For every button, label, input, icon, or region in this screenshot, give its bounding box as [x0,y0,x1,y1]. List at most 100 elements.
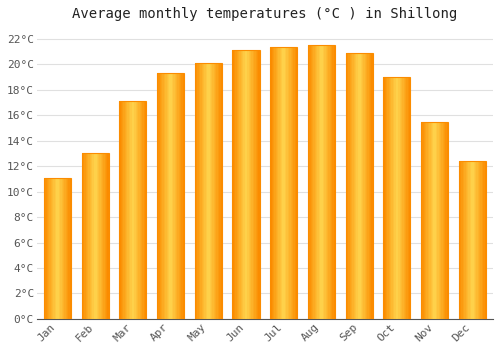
Bar [285,47,286,319]
Bar [144,102,145,319]
Bar [206,63,207,319]
Bar [296,47,298,319]
Bar [168,74,169,319]
Bar [409,77,410,319]
Bar [98,154,100,319]
Bar [484,161,486,319]
Bar [95,154,96,319]
Bar [282,47,284,319]
Bar [198,63,199,319]
Bar [208,63,210,319]
Bar [44,178,45,319]
Bar [466,161,467,319]
Bar [86,154,87,319]
Bar [145,102,146,319]
Bar [52,178,54,319]
Bar [483,161,484,319]
Bar [424,122,425,319]
Bar [288,47,289,319]
Bar [128,102,129,319]
Bar [406,77,408,319]
Bar [59,178,60,319]
Title: Average monthly temperatures (°C ) in Shillong: Average monthly temperatures (°C ) in Sh… [72,7,458,21]
Bar [421,122,448,319]
Bar [359,53,360,319]
Bar [314,46,316,319]
Bar [202,63,203,319]
Bar [108,154,109,319]
Bar [273,47,274,319]
Bar [401,77,402,319]
Bar [400,77,401,319]
Bar [130,102,132,319]
Bar [270,47,272,319]
Bar [218,63,219,319]
Bar [278,47,280,319]
Bar [471,161,472,319]
Bar [160,74,161,319]
Bar [434,122,436,319]
Bar [293,47,294,319]
Bar [200,63,202,319]
Bar [242,50,244,319]
Bar [286,47,288,319]
Bar [276,47,277,319]
Bar [392,77,393,319]
Bar [428,122,429,319]
Bar [91,154,92,319]
Bar [83,154,84,319]
Bar [102,154,104,319]
Bar [63,178,64,319]
Bar [366,53,368,319]
Bar [196,63,198,319]
Bar [132,102,133,319]
Bar [162,74,164,319]
Bar [474,161,475,319]
Bar [393,77,394,319]
Bar [215,63,216,319]
Bar [134,102,136,319]
Bar [310,46,312,319]
Bar [458,161,486,319]
Bar [48,178,50,319]
Bar [447,122,448,319]
Bar [164,74,165,319]
Bar [207,63,208,319]
Bar [360,53,362,319]
Bar [246,50,248,319]
Bar [250,50,252,319]
Bar [136,102,137,319]
Bar [220,63,222,319]
Bar [254,50,256,319]
Bar [58,178,59,319]
Bar [179,74,180,319]
Bar [347,53,348,319]
Bar [475,161,476,319]
Bar [234,50,235,319]
Bar [84,154,86,319]
Bar [239,50,240,319]
Bar [122,102,124,319]
Bar [362,53,363,319]
Bar [312,46,314,319]
Bar [199,63,200,319]
Bar [94,154,95,319]
Bar [120,102,122,319]
Bar [480,161,482,319]
Bar [64,178,66,319]
Bar [204,63,206,319]
Bar [90,154,91,319]
Bar [257,50,258,319]
Bar [137,102,138,319]
Bar [464,161,466,319]
Bar [126,102,128,319]
Bar [253,50,254,319]
Bar [332,46,334,319]
Bar [398,77,400,319]
Bar [402,77,404,319]
Bar [174,74,176,319]
Bar [104,154,106,319]
Bar [397,77,398,319]
Bar [46,178,48,319]
Bar [70,178,71,319]
